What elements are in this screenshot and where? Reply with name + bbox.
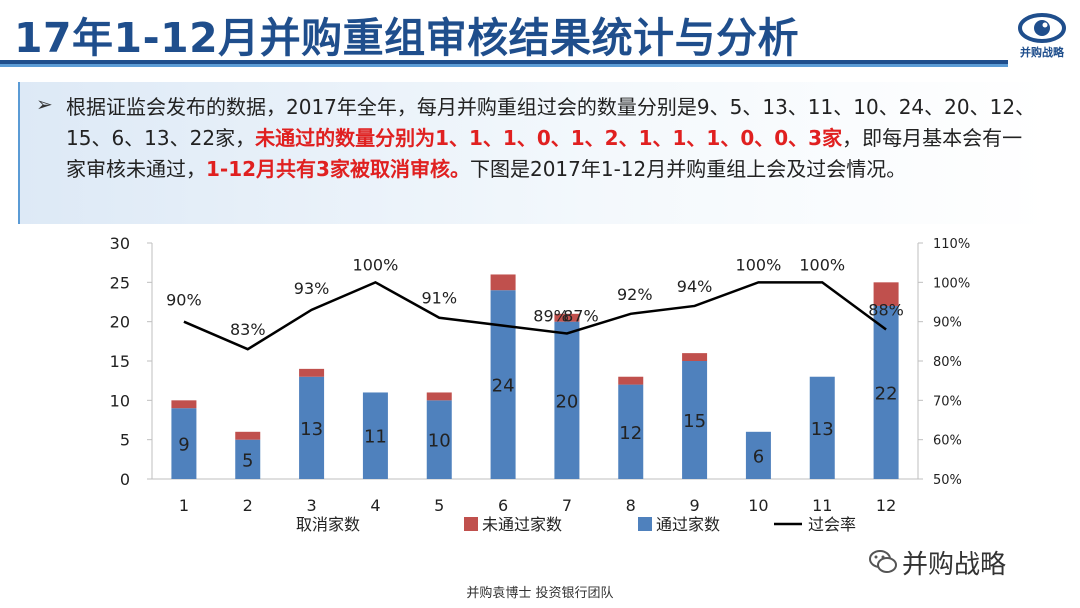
legend-label: 取消家数 bbox=[296, 515, 360, 534]
bar-data-label: 13 bbox=[300, 419, 323, 440]
summary-box bbox=[18, 82, 1050, 224]
eye-logo-icon bbox=[1018, 13, 1066, 43]
page-title: 17年1-12月并购重组审核结果统计与分析 bbox=[14, 14, 800, 62]
bar-data-label: 12 bbox=[619, 423, 642, 444]
bullet-arrow-icon: ➢ bbox=[36, 92, 53, 116]
bar-fail bbox=[554, 313, 580, 322]
bar-data-label: 13 bbox=[811, 419, 834, 440]
y-right-tick-label: 100% bbox=[933, 276, 970, 291]
bar-fail bbox=[426, 392, 452, 401]
footer-text: 并购袁博士 投资银行团队 bbox=[466, 586, 614, 601]
bar-fail bbox=[235, 431, 261, 440]
logo-text: 并购战略 bbox=[1020, 46, 1064, 59]
x-tick-label: 12 bbox=[876, 496, 896, 515]
pass-rate-label: 89% bbox=[533, 307, 569, 326]
x-tick-label: 11 bbox=[812, 496, 832, 515]
bar-data-label: 10 bbox=[428, 431, 451, 452]
pass-rate-line bbox=[183, 280, 887, 351]
bar-data-label: 6 bbox=[753, 446, 764, 467]
body-text: 下图是2017年1-12月并购重组上会及过会情况。 bbox=[469, 157, 907, 181]
pass-rate-label: 90% bbox=[166, 291, 202, 310]
pass-rate-label: 91% bbox=[421, 289, 457, 308]
bar-fail bbox=[299, 368, 325, 377]
pass-rate-label: 88% bbox=[868, 301, 904, 320]
x-tick-label: 7 bbox=[562, 496, 572, 515]
pass-rate-label: 100% bbox=[353, 255, 399, 274]
y-right-tick-label: 50% bbox=[933, 473, 962, 488]
x-tick-label: 4 bbox=[370, 496, 380, 515]
bar-data-label: 9 bbox=[178, 435, 189, 456]
bar-fail bbox=[618, 376, 644, 385]
legend-swatch bbox=[638, 517, 652, 531]
bar-pass bbox=[809, 376, 835, 479]
wechat-icon bbox=[869, 550, 897, 573]
y-right-tick-label: 80% bbox=[933, 355, 962, 370]
legend-label: 通过家数 bbox=[656, 515, 720, 534]
bar-fail bbox=[490, 274, 516, 291]
bar-pass bbox=[426, 400, 452, 479]
highlight-text: 未通过的数量分别为1、1、1、0、1、2、1、1、1、0、0、3家 bbox=[255, 126, 843, 150]
y-right-tick-label: 70% bbox=[933, 394, 962, 409]
y-left-tick-label: 15 bbox=[110, 352, 130, 371]
bar-data-label: 20 bbox=[555, 391, 578, 412]
x-tick-label: 8 bbox=[626, 496, 636, 515]
bar-pass bbox=[554, 321, 580, 479]
bar-fail bbox=[873, 282, 899, 306]
bar-pass bbox=[490, 290, 516, 479]
y-right-tick-label: 90% bbox=[933, 316, 962, 331]
bar-pass bbox=[682, 361, 708, 479]
bar-pass bbox=[618, 384, 644, 479]
pass-rate-label: 100% bbox=[799, 255, 845, 274]
y-left-tick-label: 0 bbox=[120, 470, 130, 489]
y-left-tick-label: 25 bbox=[110, 273, 130, 292]
x-tick-label: 9 bbox=[689, 496, 699, 515]
bar-data-label: 24 bbox=[492, 376, 515, 397]
legend-label: 未通过家数 bbox=[482, 515, 562, 534]
bar-pass bbox=[362, 392, 388, 479]
pass-rate-label: 83% bbox=[230, 320, 266, 339]
bar-fail bbox=[682, 353, 708, 361]
legend-swatch bbox=[464, 517, 478, 531]
x-tick-label: 10 bbox=[748, 496, 768, 515]
y-left-tick-label: 5 bbox=[120, 431, 130, 450]
legend-label: 过会率 bbox=[808, 515, 856, 534]
watermark-text: 并购战略 bbox=[902, 550, 1007, 580]
bar-fail bbox=[171, 400, 197, 409]
title-divider bbox=[0, 60, 1008, 64]
bar-pass bbox=[235, 439, 261, 479]
bar-data-label: 11 bbox=[364, 427, 387, 448]
highlight-text: 1-12月共有3家被取消审核。 bbox=[206, 157, 470, 181]
pass-rate-label: 92% bbox=[617, 285, 653, 304]
bar-data-label: 15 bbox=[683, 411, 706, 432]
title-divider-accent bbox=[0, 64, 1008, 67]
x-tick-label: 6 bbox=[498, 496, 508, 515]
bar-pass bbox=[299, 376, 325, 479]
y-left-tick-label: 20 bbox=[110, 313, 130, 332]
x-tick-label: 5 bbox=[434, 496, 444, 515]
bar-pass bbox=[171, 408, 197, 479]
bar-pass bbox=[873, 305, 899, 479]
x-tick-label: 3 bbox=[306, 496, 316, 515]
y-right-tick-label: 110% bbox=[933, 237, 970, 252]
y-left-tick-label: 30 bbox=[110, 234, 130, 253]
y-right-tick-label: 60% bbox=[933, 434, 962, 449]
pass-rate-label: 93% bbox=[294, 279, 330, 298]
bar-data-label: 5 bbox=[242, 450, 253, 471]
summary-text: 根据证监会发布的数据，2017年全年，每月并购重组过会的数量分别是9、5、13、… bbox=[66, 92, 1036, 185]
body-text: 根据证监会发布的数据，2017年全年，每月并购重组过会的数量分别是9、5、13、… bbox=[66, 95, 1036, 150]
y-left-tick-label: 10 bbox=[110, 391, 130, 410]
pass-rate-label: 87% bbox=[563, 306, 599, 325]
x-tick-label: 2 bbox=[243, 496, 253, 515]
bar-pass bbox=[745, 431, 771, 479]
bar-data-label: 22 bbox=[875, 383, 898, 404]
pass-rate-label: 94% bbox=[677, 277, 713, 296]
pass-rate-label: 100% bbox=[736, 255, 782, 274]
body-text: ，即每月基本会有一家审核未通过， bbox=[66, 126, 1023, 181]
x-tick-label: 1 bbox=[179, 496, 189, 515]
